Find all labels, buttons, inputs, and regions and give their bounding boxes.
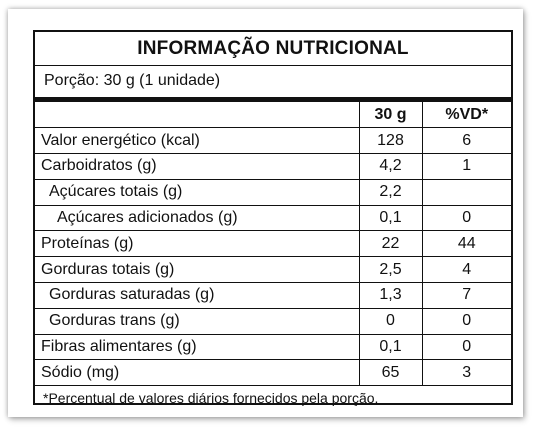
nutrient-amount: 0,1 [358, 205, 422, 232]
daily-value-footnote: *Percentual de valores diários fornecido… [43, 390, 379, 407]
nutrient-daily-value: 7 [421, 282, 511, 309]
nutrient-name: Sódio (mg) [35, 359, 359, 387]
nutrient-amount: 1,3 [358, 282, 422, 309]
nutrient-amount: 128 [358, 127, 422, 155]
header-nutrient [35, 102, 359, 129]
label-title: INFORMAÇÃO NUTRICIONAL [35, 32, 511, 66]
nutrient-name: Gorduras saturadas (g) [35, 282, 359, 309]
nutrient-daily-value: 0 [421, 334, 511, 361]
table-row: Fibras alimentares (g) 0,1 0 [35, 334, 511, 361]
table-row: Açúcares adicionados (g) 0,1 0 [35, 205, 511, 232]
nutrient-daily-value [421, 179, 511, 206]
nutrient-amount: 2,2 [358, 179, 422, 206]
nutrient-amount: 22 [358, 230, 422, 258]
nutrition-facts-label: INFORMAÇÃO NUTRICIONAL Porção: 30 g (1 u… [33, 30, 513, 406]
nutrient-name: Gorduras totais (g) [35, 256, 359, 284]
table-header-row: 30 g %VD* [35, 102, 511, 129]
table-row: Gorduras saturadas (g) 1,3 7 [35, 282, 511, 309]
portion-size: Porção: 30 g (1 unidade) [35, 66, 511, 102]
nutrient-daily-value: 0 [421, 308, 511, 335]
table-row: Açúcares totais (g) 2,2 [35, 179, 511, 206]
nutrient-amount: 4,2 [358, 153, 422, 180]
header-daily-value: %VD* [421, 102, 511, 129]
nutrition-table: 30 g %VD* Valor energético (kcal) 128 6 … [35, 102, 511, 387]
nutrient-daily-value: 6 [421, 127, 511, 155]
nutrient-amount: 0,1 [358, 334, 422, 361]
nutrient-daily-value: 3 [421, 359, 511, 387]
header-amount: 30 g [358, 102, 422, 129]
nutrient-amount: 65 [358, 359, 422, 387]
nutrient-daily-value: 44 [421, 230, 511, 258]
nutrient-name: Carboidratos (g) [35, 153, 359, 180]
nutrient-amount: 2,5 [358, 256, 422, 284]
nutrient-name: Gorduras trans (g) [35, 308, 359, 335]
nutrient-daily-value: 0 [421, 205, 511, 232]
nutrient-name: Açúcares totais (g) [35, 179, 359, 206]
table-row: Proteínas (g) 22 44 [35, 230, 511, 258]
table-row: Gorduras trans (g) 0 0 [35, 308, 511, 335]
table-row: Valor energético (kcal) 128 6 [35, 127, 511, 155]
nutrient-name: Valor energético (kcal) [35, 127, 359, 155]
table-row: Carboidratos (g) 4,2 1 [35, 153, 511, 180]
nutrient-name: Açúcares adicionados (g) [35, 205, 359, 232]
nutrient-name: Fibras alimentares (g) [35, 334, 359, 361]
nutrient-daily-value: 1 [421, 153, 511, 180]
nutrient-daily-value: 4 [421, 256, 511, 284]
nutrient-name: Proteínas (g) [35, 230, 359, 258]
nutrient-amount: 0 [358, 308, 422, 335]
table-row: Sódio (mg) 65 3 [35, 359, 511, 387]
table-row: Gorduras totais (g) 2,5 4 [35, 256, 511, 284]
label-card: INFORMAÇÃO NUTRICIONAL Porção: 30 g (1 u… [8, 9, 523, 417]
